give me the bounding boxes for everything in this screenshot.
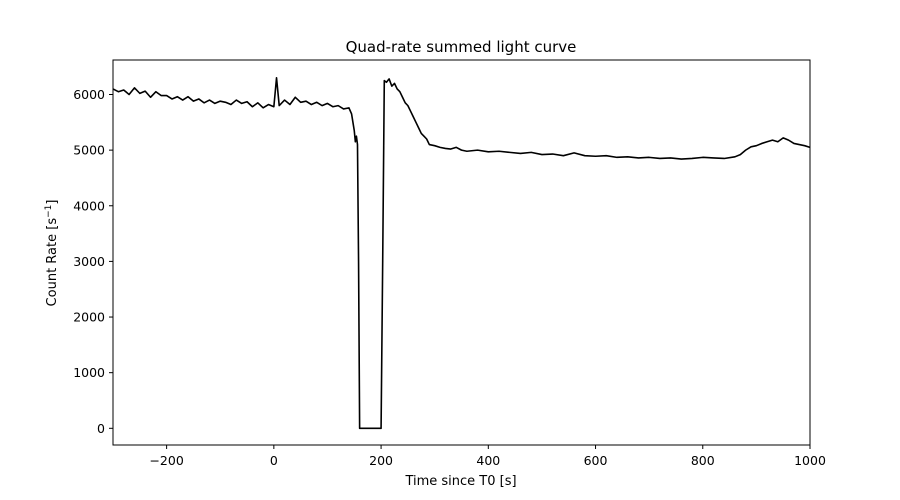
x-tick-label: 400: [476, 453, 500, 468]
x-tick-label: 200: [369, 453, 393, 468]
x-tick-label: 600: [584, 453, 608, 468]
chart-title: Quad-rate summed light curve: [346, 38, 577, 56]
x-tick-label: −200: [149, 453, 183, 468]
x-axis-ticks: −200 0 200 400 600 800 1000: [149, 445, 826, 468]
plot-area: [113, 60, 810, 445]
y-tick-label: 3000: [73, 254, 105, 269]
plot-frame: [112, 59, 811, 446]
x-axis-title: Time since T0 [s]: [404, 474, 516, 489]
x-tick-label: 800: [691, 453, 715, 468]
y-axis-title-close: ]: [45, 200, 60, 205]
y-axis-title: Count Rate [s−1]: [44, 200, 60, 307]
y-tick-label: 0: [97, 421, 105, 436]
y-tick-label: 2000: [73, 310, 105, 325]
y-tick-label: 1000: [73, 365, 105, 380]
y-axis-ticks: 0 1000 2000 3000 4000 5000 6000: [73, 87, 113, 436]
y-axis-title-main: Count Rate [s: [45, 218, 60, 307]
y-tick-label: 6000: [73, 87, 105, 102]
y-axis-title-superscript: −1: [44, 205, 54, 218]
series-layer: [112, 77, 811, 430]
x-tick-label: 0: [270, 453, 278, 468]
x-tick-label: 1000: [794, 453, 826, 468]
y-tick-label: 4000: [73, 198, 105, 213]
light-curve-series-line: [112, 77, 811, 430]
y-tick-label: 5000: [73, 143, 105, 158]
